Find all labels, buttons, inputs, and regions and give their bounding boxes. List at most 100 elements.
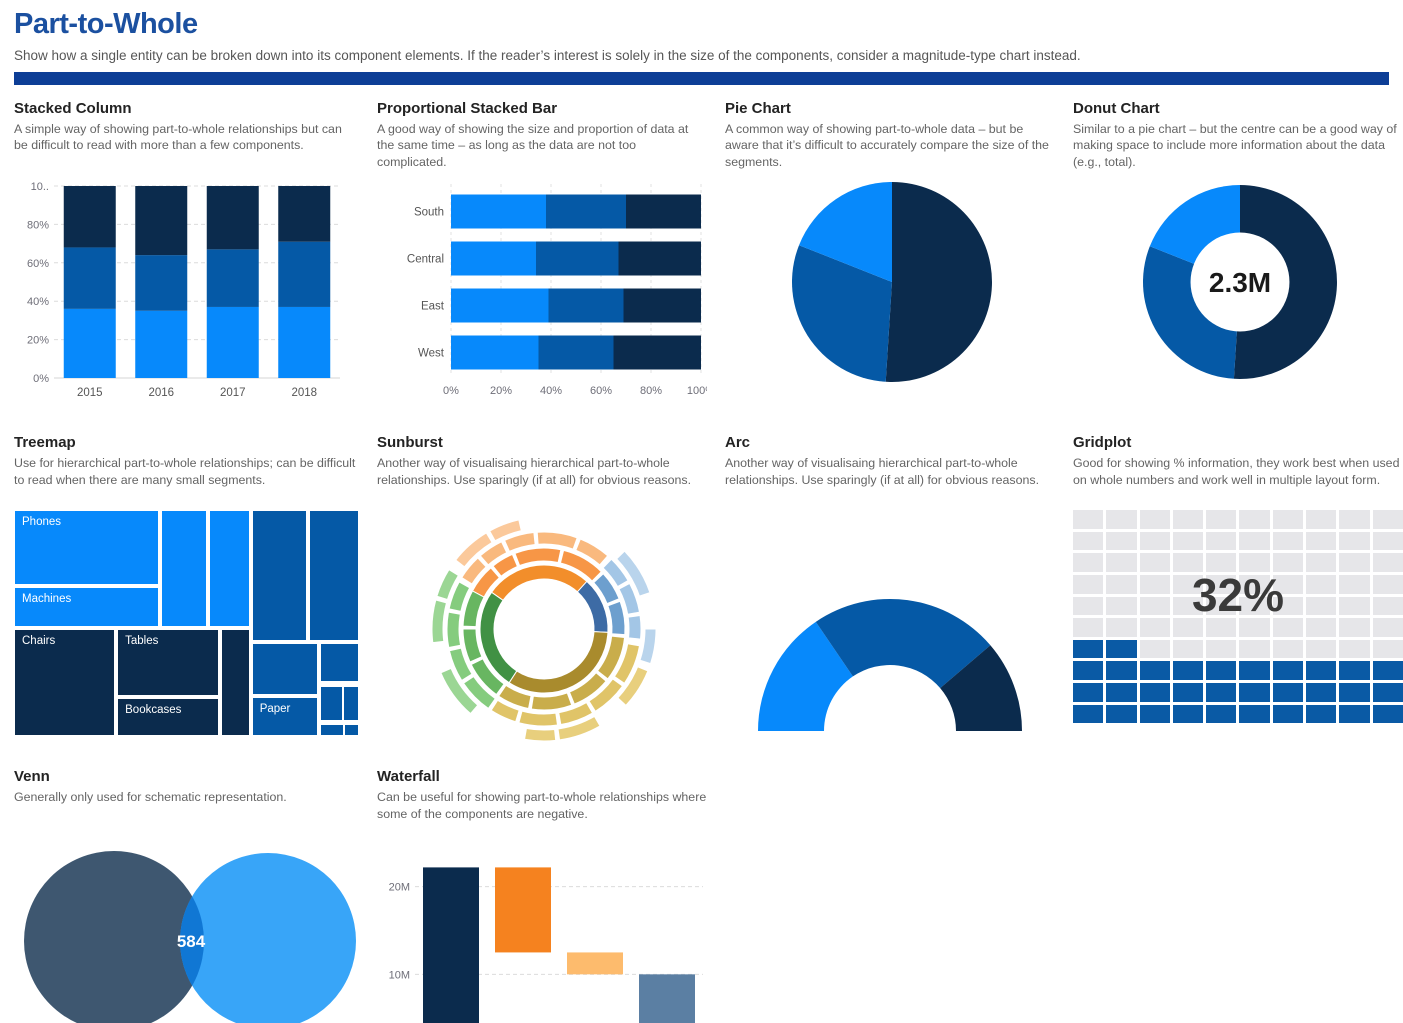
gridplot-cell [1139,596,1170,616]
treemap-node-phones[interactable]: Phones [14,510,160,586]
proportional-stacked-bar-chart[interactable]: 0% 20% 40% 60% 80% 100% South Central East West [377,176,715,419]
panel-title: Waterfall [377,768,440,786]
gridplot-cell [1272,639,1304,659]
gridplot-cell [1272,574,1304,594]
gridplot-cell [1073,574,1104,594]
page-subtitle: Show how a single entity can be broken d… [14,48,1081,63]
gridplot-cell [1272,531,1304,551]
treemap-node[interactable] [343,686,359,722]
sunburst-svg [431,519,657,742]
donut-chart[interactable]: 2.3M [1073,176,1403,397]
arc-svg [758,599,1022,732]
gridplot-cell [1272,618,1304,637]
svg-text:80%: 80% [27,219,49,231]
gridplot-cell [1339,661,1370,680]
treemap-node[interactable] [161,510,207,628]
panel-desc: Use for hierarchical part-to-whole relat… [14,456,356,487]
treemap-node[interactable] [308,510,359,642]
gridplot-cell [1073,618,1104,637]
panel-title: Sunburst [377,434,443,452]
gridplot-cell [1372,639,1403,659]
treemap-label: Phones [22,516,62,529]
panel-desc: A good way of showing the size and propo… [377,122,689,169]
gridplot-cell [1073,682,1104,702]
gridplot-cell [1239,639,1270,659]
page-title: Part-to-Whole [14,8,198,40]
treemap-node-machines[interactable]: Machines [14,587,160,628]
svg-text:West: West [418,348,445,360]
treemap-node-chairs[interactable]: Chairs [14,629,116,737]
panel-title: Proportional Stacked Bar [377,100,558,117]
gridplot-cell [1206,553,1237,572]
gridplot-cell [1139,510,1170,529]
panel-waterfall: Waterfall Can be useful for showing part… [377,768,707,1023]
treemap-chart[interactable]: Phones Machines Chairs Tables Bookcases Paper [14,510,359,737]
gridplot-cell [1372,531,1403,551]
gridplot-cell [1172,596,1204,616]
panel-title: Donut Chart [1073,100,1160,117]
treemap-node[interactable] [221,629,250,737]
panel-sunburst: Sunburst Another way of visualisaing hie… [377,434,707,753]
gridplot-cell [1372,704,1403,724]
gridplot-cell [1339,596,1370,616]
treemap-node-bookcases[interactable]: Bookcases [117,698,220,737]
treemap-label: Tables [125,635,159,648]
svg-text:60%: 60% [590,385,612,397]
gridplot-cell [1306,618,1337,637]
panel-title: Arc [725,434,751,452]
gridplot-cell [1339,574,1370,594]
svg-text:10M: 10M [389,969,410,981]
gridplot-cell [1272,510,1304,529]
gridplot-percent-label: 32% [1191,569,1285,622]
gridplot-cell [1306,704,1337,724]
venn-overlap-value: 584 [177,932,206,951]
donut-chart-svg: 2.3M [1143,185,1337,380]
pie-chart[interactable] [725,176,1055,397]
gridplot-cell [1172,704,1204,724]
panel-treemap: Treemap Use for hierarchical part-to-who… [14,434,359,753]
gridplot-cell [1372,553,1403,572]
treemap-node[interactable] [208,510,250,628]
svg-text:2016: 2016 [148,387,174,399]
gridplot-cell [1272,553,1304,572]
proportional-stacked-bar-svg: 0% 20% 40% 60% 80% 100% South Central East West [407,184,715,397]
svg-text:20%: 20% [27,335,49,347]
treemap-node[interactable] [320,643,359,683]
panel-proportional-stacked-bar: Proportional Stacked Bar A good way of s… [377,100,715,419]
gridplot-cell [1172,639,1204,659]
gridplot-cell [1073,510,1104,529]
gridplot-cell [1139,531,1170,551]
arc-chart[interactable] [725,559,1055,744]
treemap-node-tables[interactable]: Tables [117,629,220,697]
gridplot-cell [1306,639,1337,659]
panel-arc: Arc Another way of visualisaing hierarch… [725,434,1055,753]
venn-chart[interactable]: 584686West674East [14,844,359,1023]
treemap-node-paper[interactable]: Paper [251,697,318,737]
treemap-node[interactable] [251,510,307,642]
gridplot-cell [1139,704,1170,724]
gridplot-chart[interactable]: 32% [1073,510,1403,724]
gridplot-cell [1106,704,1137,724]
chart-grid: Stacked Column A simple way of showing p… [14,85,1403,1023]
gridplot-cell [1106,531,1137,551]
stacked-column-chart[interactable]: 0% 20% 40% 60% 80% 10.. 2015 2016 2017 2018 [14,176,359,419]
sunburst-chart[interactable] [377,510,707,753]
gridplot-cell [1106,682,1137,702]
treemap-node[interactable] [320,686,344,722]
panel-pie-chart: Pie Chart A common way of showing part-t… [725,100,1055,419]
treemap-node[interactable] [251,643,318,695]
gridplot-cell [1306,596,1337,616]
svg-text:20%: 20% [490,385,512,397]
gridplot-cell [1172,618,1204,637]
waterfall-chart[interactable]: 0M10M20MGross SalesCost of GoodsSoldTota… [377,844,707,1023]
stacked-column-svg: 0% 20% 40% 60% 80% 10.. 2015 2016 2017 2018 [27,181,340,399]
treemap-label: Chairs [22,635,56,648]
gridplot-cell [1239,618,1270,637]
gridplot-cell [1206,661,1237,680]
gridplot-cell [1106,618,1137,637]
svg-text:0%: 0% [33,373,49,385]
treemap-node[interactable] [320,724,345,737]
gridplot-cell [1139,618,1170,637]
treemap-node[interactable] [344,724,359,737]
